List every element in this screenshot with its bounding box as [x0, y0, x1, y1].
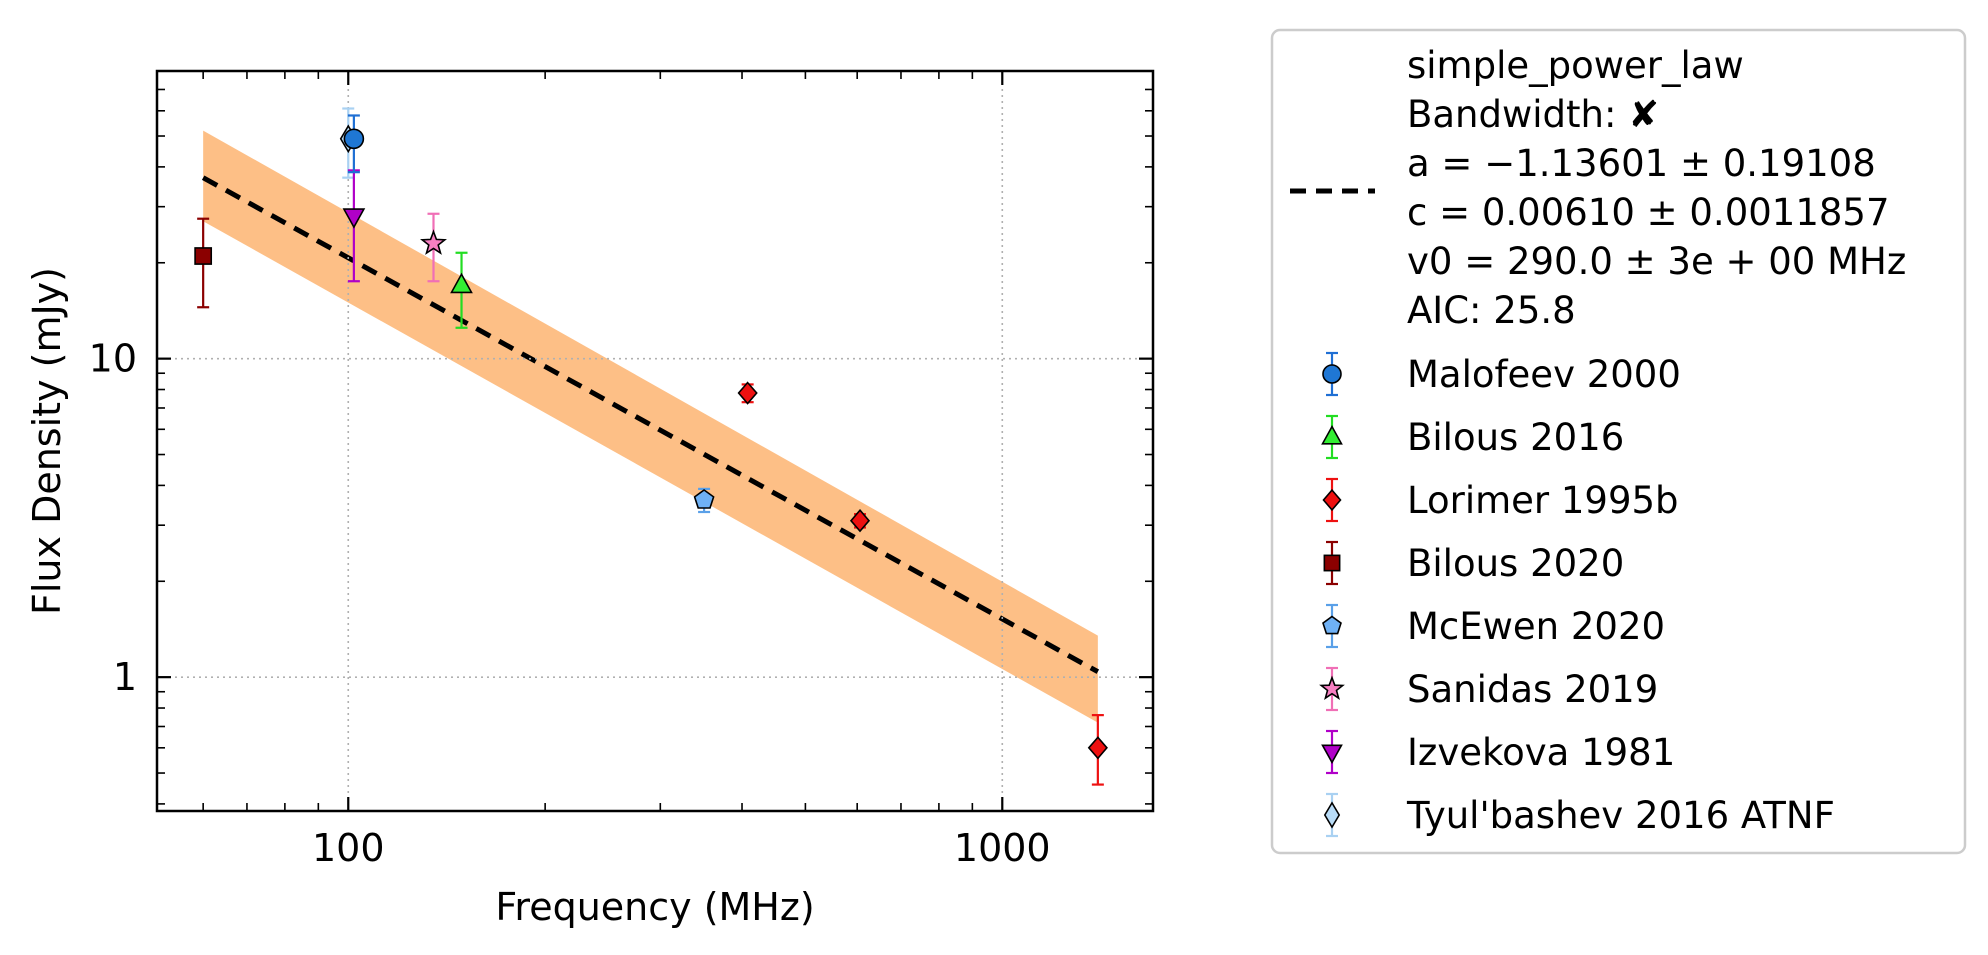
legend-label: Tyul'bashev 2016 ATNF [1406, 794, 1835, 837]
legend-label: Malofeev 2000 [1407, 353, 1681, 396]
data-point [849, 508, 871, 533]
series-bilous-2020 [194, 217, 213, 309]
legend-entry: McEwen 2020 [1322, 603, 1665, 649]
data-point [420, 229, 447, 255]
legend-entry: Izvekova 1981 [1321, 729, 1675, 775]
data-point [737, 381, 758, 405]
x-axis-label: Frequency (MHz) [495, 885, 814, 929]
legend-fit-param-c: c = 0.00610 ± 0.0011857 [1407, 191, 1889, 234]
y-tick-label: 10 [89, 337, 137, 381]
legend-entry: Tyul'bashev 2016 ATNF [1323, 792, 1835, 838]
y-axis-label: Flux Density (mJy) [25, 267, 69, 615]
legend-fit-entry: simple_power_law Bandwidth: ✘ a = −1.136… [1290, 44, 1906, 332]
legend-fit-bandwidth: Bandwidth: ✘ [1407, 93, 1659, 136]
y-tick-label: 1 [113, 655, 137, 699]
legend-box [1270, 28, 1967, 855]
series-lorimer-1995b [737, 381, 1108, 786]
series-sanidas-2019 [420, 212, 447, 283]
x-tick-label: 100 [312, 826, 385, 870]
legend-marker [1323, 801, 1341, 829]
data-point [194, 247, 213, 265]
fit-uncertainty-band [203, 130, 1098, 723]
legend-fit-param-v0: v0 = 290.0 ± 3e + 00 MHz [1407, 240, 1906, 283]
legend-entry: Lorimer 1995b [1322, 477, 1679, 523]
series-malofeev-2000 [343, 114, 365, 174]
series-mcewen-2020 [693, 487, 715, 514]
data-point [342, 208, 366, 229]
series-izvekova-1981 [342, 169, 366, 283]
legend-marker [1319, 675, 1345, 700]
x-tick-label: 1000 [954, 826, 1051, 870]
data-point [343, 128, 365, 150]
legend-series-entries: Malofeev 2000 Bilous 2016 Lorimer 1995b Bil… [1319, 351, 1835, 838]
legend-marker [1322, 488, 1342, 512]
legend-fit-aic: AIC: 25.8 [1407, 289, 1576, 332]
points-layer [194, 107, 1108, 786]
legend-label: McEwen 2020 [1407, 605, 1665, 648]
data-point [693, 489, 715, 509]
ticks-layer: 100 1000 1 10 [89, 71, 1153, 870]
fit-layer [201, 130, 1100, 723]
legend-marker [1322, 615, 1342, 635]
legend-entry: Bilous 2020 [1323, 540, 1624, 586]
legend: simple_power_law Bandwidth: ✘ a = −1.136… [1270, 28, 1967, 855]
legend-marker [1322, 364, 1342, 384]
legend-marker [1321, 744, 1343, 765]
legend-label: Bilous 2016 [1407, 416, 1624, 459]
legend-entry: Malofeev 2000 [1322, 351, 1681, 397]
legend-label: Izvekova 1981 [1407, 731, 1675, 774]
legend-entry: Bilous 2016 [1321, 414, 1624, 460]
legend-entry: Sanidas 2019 [1319, 666, 1658, 712]
data-point [1087, 736, 1108, 760]
series-bilous-2016 [450, 251, 473, 329]
plot-frame [155, 69, 1155, 813]
fit-line [201, 175, 1100, 674]
data-point [450, 272, 473, 294]
legend-marker [1323, 554, 1341, 572]
legend-fit-param-a: a = −1.13601 ± 0.19108 [1407, 142, 1876, 185]
legend-label: Bilous 2020 [1407, 542, 1624, 585]
grid-layer [157, 71, 1153, 811]
legend-fit-name: simple_power_law [1407, 44, 1744, 87]
legend-label: Lorimer 1995b [1407, 479, 1679, 522]
legend-marker [1321, 424, 1343, 445]
legend-label: Sanidas 2019 [1407, 668, 1658, 711]
